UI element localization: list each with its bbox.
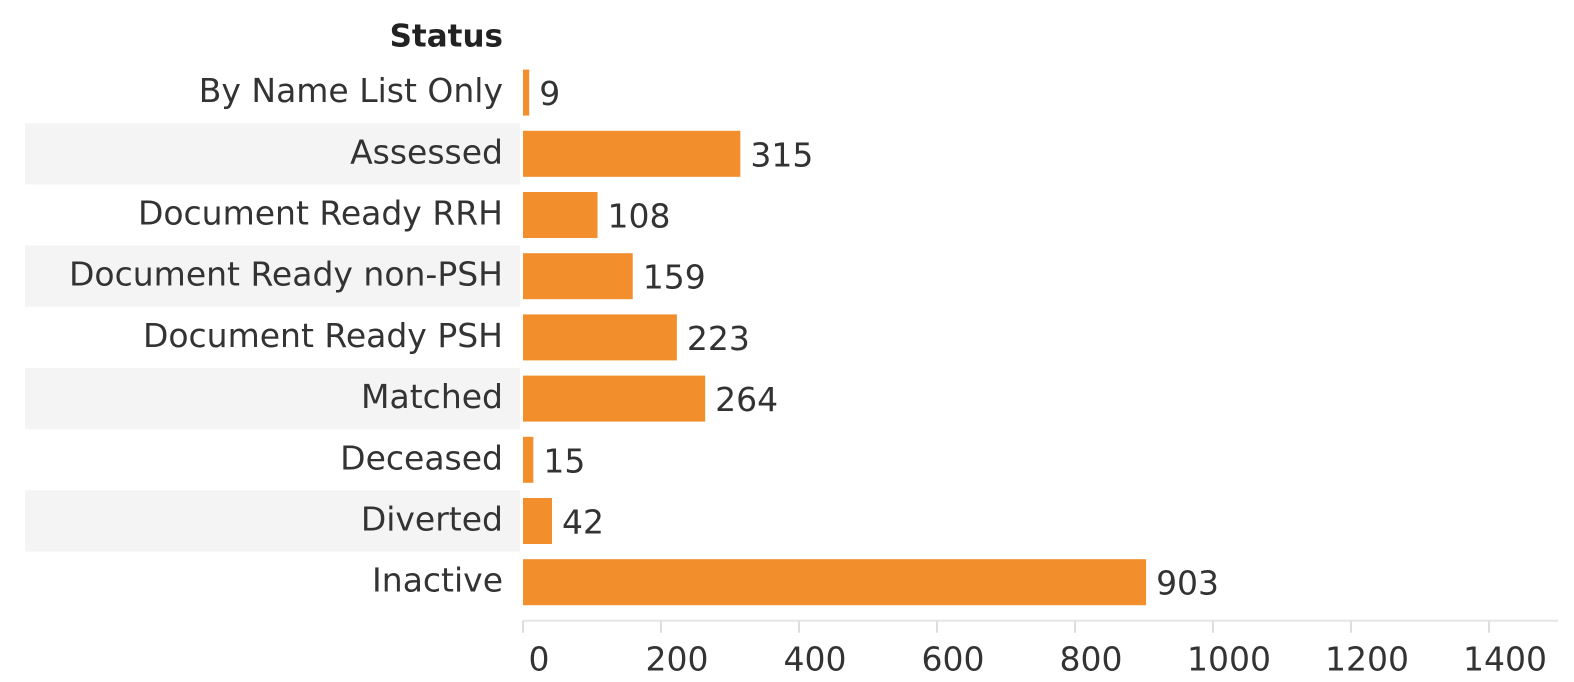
data-label: 9 xyxy=(539,74,560,113)
y-tick-label: Inactive xyxy=(372,561,503,600)
y-tick-label: Document Ready PSH xyxy=(143,316,503,355)
row-band xyxy=(25,123,520,185)
bar xyxy=(523,314,677,361)
column-header: Status xyxy=(390,19,503,55)
y-tick-label: Document Ready RRH xyxy=(138,194,503,233)
bar xyxy=(523,375,706,422)
bar xyxy=(523,498,552,544)
x-tick-label: 400 xyxy=(784,639,847,678)
bar xyxy=(523,192,598,238)
y-tick-label: Matched xyxy=(361,377,503,416)
y-tick-label: By Name List Only xyxy=(199,71,503,110)
data-label: 108 xyxy=(608,197,671,236)
x-tick-label: 1000 xyxy=(1187,639,1271,678)
bar xyxy=(523,559,1147,606)
x-tick-label: 1200 xyxy=(1325,639,1409,678)
x-tick-label: 1400 xyxy=(1463,639,1547,678)
row-band xyxy=(25,245,520,307)
y-tick-label: Document Ready non-PSH xyxy=(69,255,503,294)
bar xyxy=(523,69,530,116)
row-band xyxy=(25,490,520,552)
data-label: 264 xyxy=(715,380,778,419)
y-tick-label: Deceased xyxy=(340,438,503,477)
x-tick-label: 800 xyxy=(1060,639,1123,678)
data-label: 42 xyxy=(562,503,604,542)
bar xyxy=(523,436,534,483)
row-band xyxy=(25,368,520,430)
y-tick-label: Diverted xyxy=(361,500,503,539)
x-tick-label: 600 xyxy=(922,639,985,678)
bar xyxy=(523,130,741,177)
data-label: 223 xyxy=(687,319,750,358)
data-label: 315 xyxy=(750,135,813,174)
bar xyxy=(523,253,633,300)
x-tick-label: 200 xyxy=(646,639,709,678)
data-label: 903 xyxy=(1156,564,1219,603)
data-label: 15 xyxy=(543,441,585,480)
y-tick-label: Assessed xyxy=(350,132,503,171)
x-tick-label: 0 xyxy=(529,639,550,678)
data-label: 159 xyxy=(643,258,706,297)
